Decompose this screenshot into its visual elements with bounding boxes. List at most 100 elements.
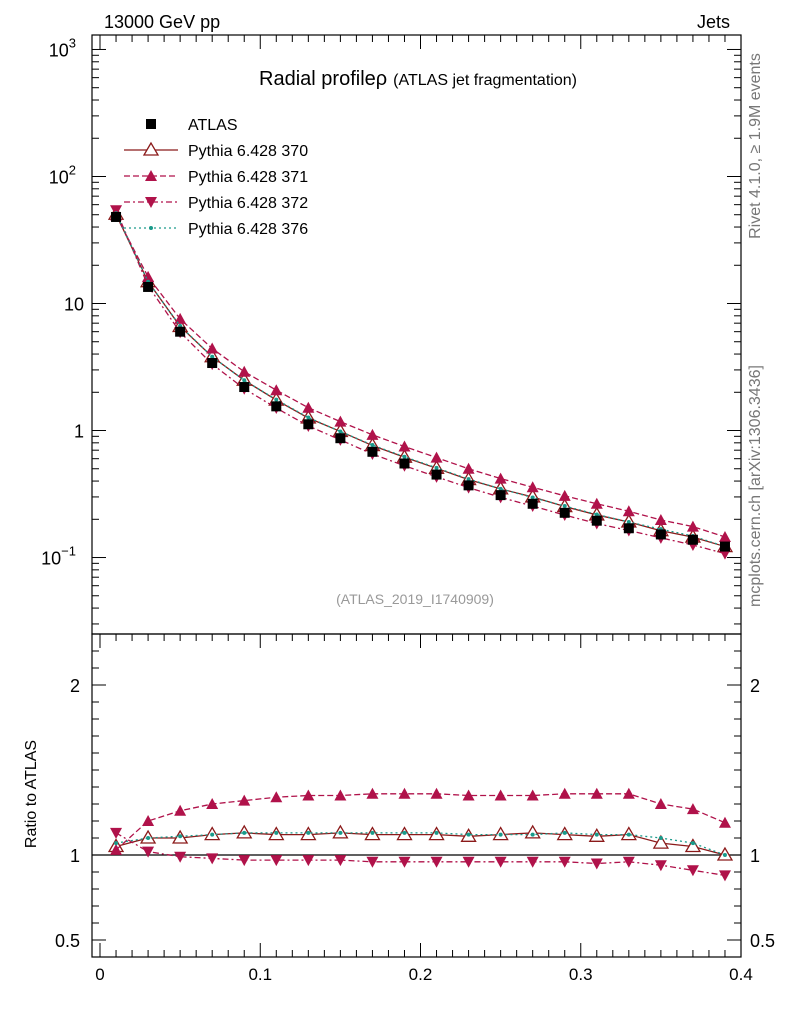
ratio-point — [622, 787, 635, 799]
legend-label: Pythia 6.428 372 — [188, 195, 308, 212]
ratio-point — [306, 830, 311, 835]
ratio-point — [466, 832, 471, 837]
ratio-y-tick-label: 0.5 — [55, 931, 80, 951]
series-point — [270, 384, 283, 396]
series-point — [430, 451, 443, 463]
series-point — [274, 397, 279, 402]
reference-point — [687, 534, 698, 545]
legend-marker — [146, 119, 156, 129]
reference-point — [207, 358, 218, 369]
ratio-point — [626, 832, 631, 837]
plot-title-symbol: ρ — [376, 68, 387, 90]
series-point — [242, 378, 247, 383]
x-tick-label: 0.2 — [409, 965, 433, 984]
y-tick-label: 10−1 — [41, 544, 76, 569]
x-tick-label: 0 — [95, 965, 104, 984]
category-label: Jets — [697, 12, 730, 32]
ratio-y-tick-label-right: 1 — [750, 846, 760, 866]
series-point — [562, 504, 567, 509]
plot-subtitle: (ATLAS jet fragmentation) — [393, 72, 577, 89]
ratio-point — [462, 856, 475, 868]
reference-point — [271, 401, 282, 412]
series-point — [306, 415, 311, 420]
ratio-point — [302, 789, 315, 801]
ratio-point — [594, 832, 599, 837]
ratio-point — [178, 834, 183, 839]
plot-title-main: Radial profile — [259, 68, 376, 90]
x-tick-label: 0.3 — [569, 965, 593, 984]
ratio-point — [174, 851, 187, 863]
ratio-line — [115, 832, 726, 877]
ratio-point — [498, 832, 503, 837]
ratio-point — [434, 830, 439, 835]
x-tick-label: 0.4 — [729, 965, 753, 984]
ratio-point — [718, 870, 731, 882]
series-line — [115, 215, 726, 538]
reference-point — [623, 523, 634, 534]
series-point — [530, 495, 535, 500]
ratio-point — [114, 841, 119, 846]
series-point — [174, 312, 187, 324]
ratio-point — [142, 846, 155, 858]
reference-point — [399, 458, 410, 469]
ratio-point — [370, 830, 375, 835]
reference-point — [591, 515, 602, 526]
y-tick-label: 1 — [74, 422, 84, 442]
legend-marker — [142, 141, 160, 156]
ratio-point — [398, 787, 411, 799]
ratio-point — [562, 830, 567, 835]
ratio-point — [398, 856, 411, 868]
ratio-point — [652, 834, 670, 849]
ratio-point — [622, 856, 635, 868]
reference-point — [175, 326, 186, 337]
series-point — [686, 520, 699, 532]
ratio-point — [110, 843, 123, 855]
ratio-plot-frame — [91, 633, 742, 958]
ratio-point — [274, 830, 279, 835]
y-tick-base: 10 — [41, 549, 61, 569]
ratio-point — [558, 856, 571, 868]
reference-point — [335, 433, 346, 444]
y-tick-label: 102 — [49, 162, 76, 187]
y-tick-exp: −1 — [61, 544, 76, 559]
series-point — [498, 486, 503, 491]
series-line — [115, 212, 726, 548]
ratio-point — [334, 789, 347, 801]
ratio-point — [238, 855, 251, 867]
reference-point — [495, 490, 506, 501]
ratio-y-tick-label-right: 0.5 — [750, 931, 775, 951]
rivet-label: Rivet 4.1.0, ≥ 1.9M events — [747, 53, 764, 239]
ratio-point — [718, 816, 731, 828]
ratio-point — [684, 838, 702, 853]
mcplots-label: mcplots.cern.ch [arXiv:1306.3436] — [747, 365, 764, 607]
legend-marker — [149, 226, 153, 230]
series-point — [238, 365, 251, 377]
legend-label: Pythia 6.428 376 — [188, 221, 308, 238]
ratio-point — [722, 853, 727, 857]
ratio-point — [530, 832, 535, 837]
reference-point — [367, 446, 378, 457]
ratio-point — [654, 798, 667, 809]
series-point — [594, 512, 599, 517]
y-tick-exp: 3 — [69, 35, 76, 50]
ratio-point — [174, 804, 187, 816]
legend-marker — [145, 197, 157, 208]
legend-label: Pythia 6.428 370 — [188, 143, 308, 160]
ratio-point — [430, 856, 443, 868]
ratio-line — [115, 793, 726, 851]
ratio-point — [402, 830, 407, 835]
ratio-point — [206, 853, 219, 865]
analysis-id: (ATLAS_2019_I1740909) — [336, 591, 494, 607]
reference-point — [463, 480, 474, 491]
series-point — [398, 440, 411, 452]
ratio-point — [270, 791, 283, 803]
ratio-y-tick-label: 2 — [70, 676, 80, 696]
ratio-y-axis-label: Ratio to ATLAS — [23, 740, 40, 848]
ratio-point — [430, 787, 443, 799]
ratio-point — [210, 832, 215, 837]
ratio-point — [590, 858, 603, 870]
legend-label: ATLAS — [188, 117, 238, 134]
y-tick-label: 10 — [64, 295, 84, 315]
ratio-point — [494, 856, 507, 868]
